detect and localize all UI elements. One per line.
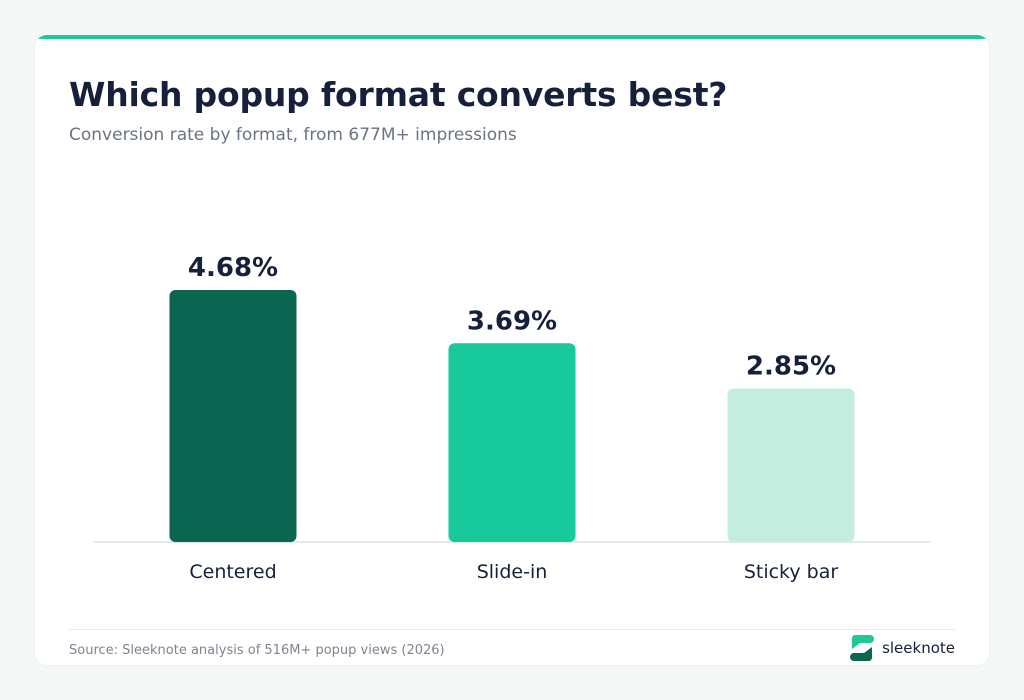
infographic-card: Which popup format converts best? Conver… (35, 35, 989, 665)
source-note: Source: Sleeknote analysis of 516M+ popu… (69, 643, 445, 658)
category-label-slide-in: Slide-in (477, 561, 548, 583)
top-accent-bar (35, 35, 989, 39)
brand-name: sleeknote (882, 639, 955, 657)
footer-divider (69, 629, 955, 630)
category-label-sticky-bar: Sticky bar (744, 561, 839, 583)
category-label-centered: Centered (189, 561, 276, 583)
sleeknote-logo-icon (850, 635, 875, 661)
logo-lower-shape (850, 647, 873, 661)
chart-subtitle: Conversion rate by format, from 677M+ im… (69, 125, 517, 145)
logo-upper-shape (851, 635, 875, 649)
bar-slide-in (448, 343, 576, 542)
bar-centered (169, 290, 297, 542)
chart-title: Which popup format converts best? (69, 75, 728, 114)
value-label-slide-in: 3.69% (467, 306, 557, 336)
bar-chart: 4.68% Centered 3.69% Slide-in 2.85% Sticky ba… (94, 253, 930, 583)
brand-logo: sleeknote (848, 633, 955, 663)
value-label-sticky-bar: 2.85% (746, 352, 836, 382)
value-label-centered: 4.68% (188, 253, 278, 283)
bar-sticky-bar (727, 388, 855, 542)
